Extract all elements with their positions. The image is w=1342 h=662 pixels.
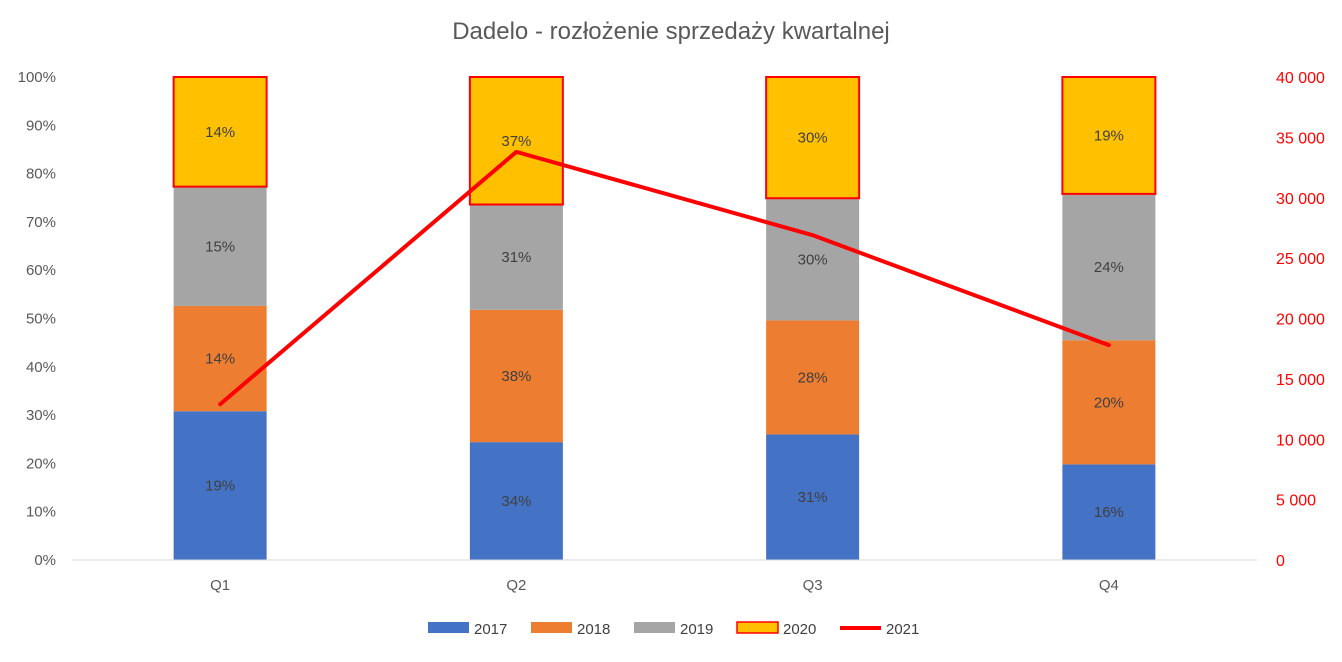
y-tick-label-right: 20 000 [1276,312,1325,329]
x-tick-label: Q1 [210,577,230,594]
y-tick-label-right: 0 [1276,553,1285,570]
bar-segment-2019 [173,186,267,306]
y-tick-label-right: 40 000 [1276,70,1325,87]
data-label-2018: 38% [501,368,531,385]
legend-label-2018: 2018 [577,621,610,638]
data-label-2018: 14% [205,351,235,368]
data-label-2020: 30% [798,130,828,147]
bar-segment-2017 [766,434,860,560]
data-label-2017: 16% [1094,504,1124,521]
data-label-2018: 28% [798,369,828,386]
y-tick-label-left: 90% [26,117,56,134]
bar-segment-2018 [173,305,267,412]
x-tick-label: Q4 [1099,577,1119,594]
bar-segment-2017 [469,442,563,560]
legend-swatch-2019 [634,622,675,633]
bar-segment-2018 [469,309,563,443]
legend-label-2017: 2017 [474,621,507,638]
data-label-2019: 24% [1094,259,1124,276]
data-label-2019: 30% [798,251,828,268]
bar-segment-2020 [765,76,861,200]
y-tick-label-right: 15 000 [1276,372,1325,389]
y-tick-label-right: 30 000 [1276,191,1325,208]
y-tick-label-left: 80% [26,166,56,183]
y-tick-label-right: 10 000 [1276,432,1325,449]
y-tick-label-left: 60% [26,262,56,279]
y-tick-label-left: 50% [26,311,56,328]
legend-label-2021: 2021 [886,621,919,638]
y-tick-label-right: 35 000 [1276,130,1325,147]
y-tick-label-left: 0% [34,552,56,569]
bar-segment-2017 [173,411,267,560]
chart-title: Dadelo - rozłożenie sprzedaży kwartalnej [452,18,890,45]
line-series-2021 [218,149,1111,407]
legend-swatch-2020 [736,621,779,634]
y-tick-label-right: 25 000 [1276,251,1325,268]
data-label-2017: 34% [501,493,531,510]
y-tick-label-left: 70% [26,214,56,231]
legend-label-2019: 2019 [680,621,713,638]
data-label-2019: 15% [205,238,235,255]
bar-segment-2020 [468,76,564,206]
y-tick-label-left: 40% [26,359,56,376]
bar-segment-2018 [1062,340,1156,465]
data-label-2018: 20% [1094,394,1124,411]
data-label-2020: 19% [1094,127,1124,144]
bar-segment-2020 [1061,76,1157,195]
legend-swatch-2018 [531,622,572,633]
data-label-2020: 14% [205,124,235,141]
legend-label-2020: 2020 [783,621,816,638]
y-tick-label-right: 5 000 [1276,493,1316,510]
y-tick-label-left: 20% [26,455,56,472]
y-tick-label-left: 30% [26,407,56,424]
data-label-2019: 31% [501,249,531,266]
data-label-2020: 37% [501,133,531,150]
bar-segment-2020 [172,76,268,188]
legend-swatch-2017 [428,622,469,633]
bar-segment-2017 [1062,464,1156,560]
bar-segment-2019 [1062,193,1156,341]
x-tick-label: Q3 [803,577,823,594]
bar-segment-2019 [469,204,563,310]
y-tick-label-left: 10% [26,504,56,521]
data-label-2017: 19% [205,478,235,495]
bar-segment-2019 [766,198,860,321]
x-tick-label: Q2 [506,577,526,594]
data-label-2017: 31% [798,489,828,506]
bar-segment-2018 [766,320,860,435]
y-tick-label-left: 100% [18,69,56,86]
